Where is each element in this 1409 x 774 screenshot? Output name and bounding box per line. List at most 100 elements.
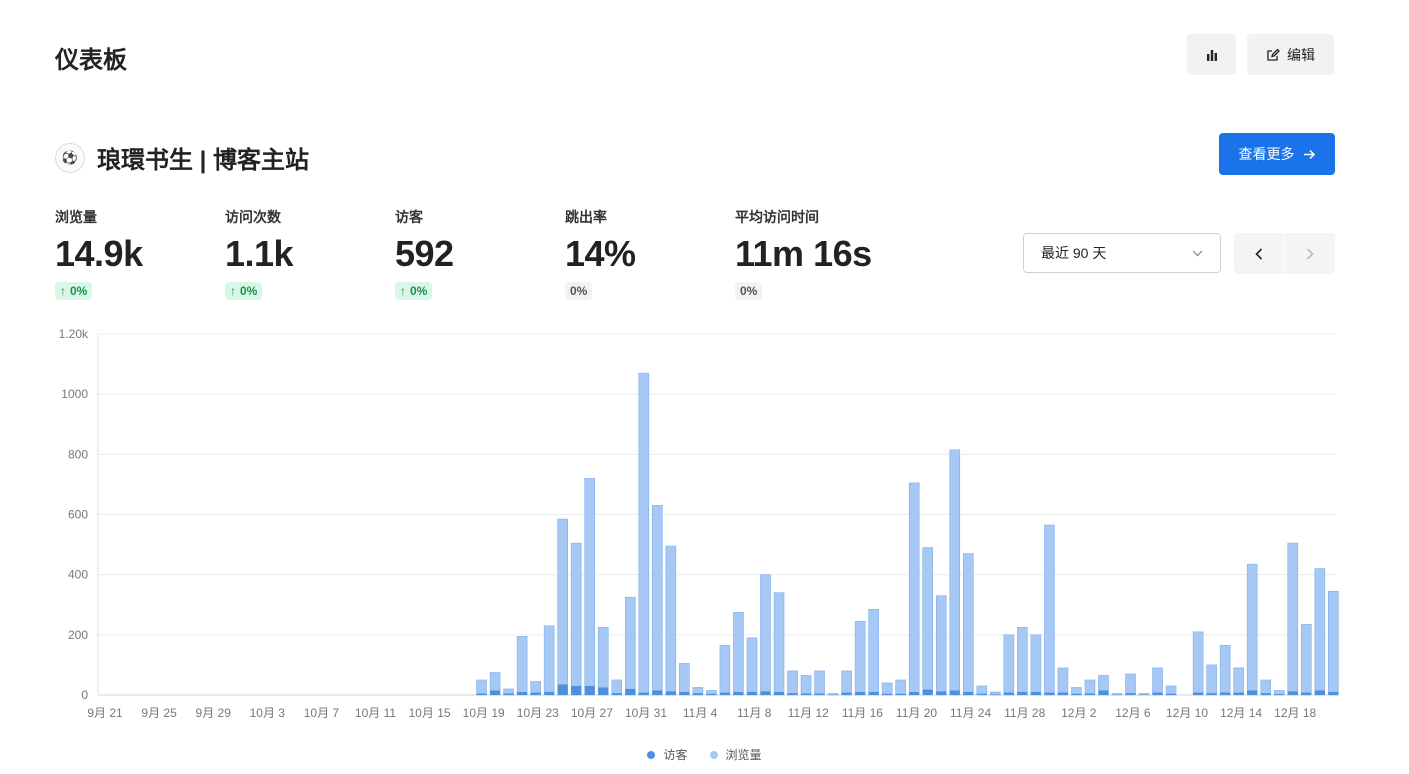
next-period-button[interactable] [1285, 233, 1335, 274]
view-more-button[interactable]: 查看更多 [1219, 133, 1335, 175]
bar-pageviews [665, 545, 677, 696]
bar-pageviews [1152, 667, 1163, 696]
site-name: 琅環书生 | 博客主站 [97, 147, 310, 174]
edit-button[interactable]: 编辑 [1247, 34, 1334, 75]
x-tick-label: 11月 8 [737, 706, 772, 720]
bar-pageviews [557, 518, 568, 696]
bar-pageviews [1206, 664, 1217, 696]
bar-visitors [1328, 691, 1339, 695]
bar-pageviews [773, 592, 785, 696]
bar-pageviews [814, 670, 825, 696]
legend-item-pageviews[interactable]: 浏览量 [709, 746, 762, 763]
bar-visitors [1220, 692, 1231, 695]
bar-pageviews [543, 625, 555, 696]
y-tick-label: 800 [68, 447, 88, 461]
bar-pageviews [1314, 568, 1326, 696]
bar-visitors [1301, 692, 1312, 695]
view-more-label: 查看更多 [1238, 146, 1295, 162]
bar-visitors [557, 684, 568, 695]
bar-visitors [1017, 691, 1028, 695]
metric-label: 浏览量 [55, 209, 97, 225]
previous-period-button[interactable] [1234, 233, 1284, 274]
bar-visitors [1044, 692, 1055, 695]
chevron-left-icon [1255, 247, 1263, 260]
bar-visitors [882, 693, 893, 695]
bar-pageviews [922, 547, 934, 696]
bar-visitors [571, 685, 582, 695]
bar-pageviews [976, 685, 988, 696]
bar-visitors [1233, 692, 1244, 695]
bar-visitors [895, 693, 906, 695]
bar-pageviews [1057, 667, 1069, 696]
bar-pageviews [1125, 673, 1136, 696]
metric-label: 跳出率 [565, 209, 607, 225]
bar-pageviews [1044, 524, 1055, 696]
bar-visitors [1247, 690, 1258, 695]
legend-item-visitors[interactable]: 访客 [647, 746, 688, 763]
bar-pageviews [746, 637, 758, 696]
bar-visitors [1287, 691, 1298, 695]
metric-value: 592 [395, 233, 454, 274]
bar-visitors [976, 693, 987, 695]
chart-view-button[interactable] [1187, 34, 1236, 75]
bar-visitors [1206, 693, 1217, 695]
legend-label: 浏览量 [725, 748, 762, 762]
metric-change-value: 0% [240, 284, 258, 298]
x-tick-label: 9月 21 [87, 706, 123, 720]
bar-visitors [1314, 690, 1325, 695]
bar-visitors [625, 688, 636, 695]
bar-visitors [1057, 692, 1068, 695]
bar-chart-icon [1206, 49, 1217, 61]
x-tick-label: 11月 28 [1004, 706, 1045, 720]
bar-pageviews [895, 679, 906, 696]
bar-pageviews [1084, 679, 1096, 696]
arrow-up-icon: ↑ [230, 284, 236, 298]
bar-visitors [692, 693, 703, 695]
bar-pageviews [611, 679, 623, 696]
bar-pageviews [935, 595, 947, 696]
bar-visitors [530, 692, 541, 695]
metric-change-value: 0% [70, 284, 88, 298]
metric-change-value: 0% [570, 284, 588, 298]
x-tick-label: 11月 12 [788, 706, 829, 720]
metric-label: 访客 [395, 209, 423, 225]
bar-pageviews [652, 505, 663, 696]
y-tick-label: 1000 [61, 387, 88, 401]
chart-legend: 访客 浏览量 [0, 746, 1409, 763]
chevron-down-icon [1192, 250, 1203, 256]
bar-visitors [1260, 693, 1271, 695]
legend-dot [647, 750, 656, 759]
site-header: ⚽ 琅環书生 | 博客主站 [55, 140, 309, 175]
bar-visitors [1166, 693, 1177, 695]
bar-pageviews [476, 679, 487, 696]
bar-visitors [760, 691, 771, 695]
bar-pageviews [1233, 667, 1244, 696]
bar-visitors [1084, 693, 1095, 695]
date-range-select[interactable]: 最近 90 天 [1023, 233, 1221, 273]
metric-visits: 访问次数 1.1k ↑ 0% [225, 207, 294, 300]
bar-pageviews [638, 372, 650, 696]
edit-icon [1267, 48, 1280, 61]
y-tick-label: 1.20k [59, 327, 89, 341]
metric-change-badge: ↑ 0% [225, 282, 263, 300]
bar-pageviews [868, 608, 879, 696]
bar-visitors [855, 691, 866, 695]
bar-visitors [1030, 691, 1041, 695]
bar-visitors [544, 691, 555, 695]
bar-visitors [841, 692, 852, 695]
y-tick-label: 0 [81, 688, 88, 702]
bar-visitors [503, 693, 514, 695]
bar-pageviews [881, 682, 893, 696]
bar-visitors [1125, 693, 1136, 695]
bar-visitors [1098, 690, 1109, 695]
metric-change-value: 0% [410, 284, 428, 298]
arrow-up-icon: ↑ [60, 284, 66, 298]
soccer-ball-icon: ⚽ [61, 149, 79, 165]
bar-pageviews [854, 620, 866, 696]
metric-label: 平均访问时间 [735, 209, 819, 225]
metric-bounce-rate: 跳出率 14% 0% [565, 207, 636, 300]
metric-avg-visit-time: 平均访问时间 11m 16s 0% [735, 207, 872, 300]
x-tick-label: 10月 3 [250, 706, 286, 720]
bar-visitors [963, 691, 974, 695]
bar-pageviews [733, 611, 744, 696]
